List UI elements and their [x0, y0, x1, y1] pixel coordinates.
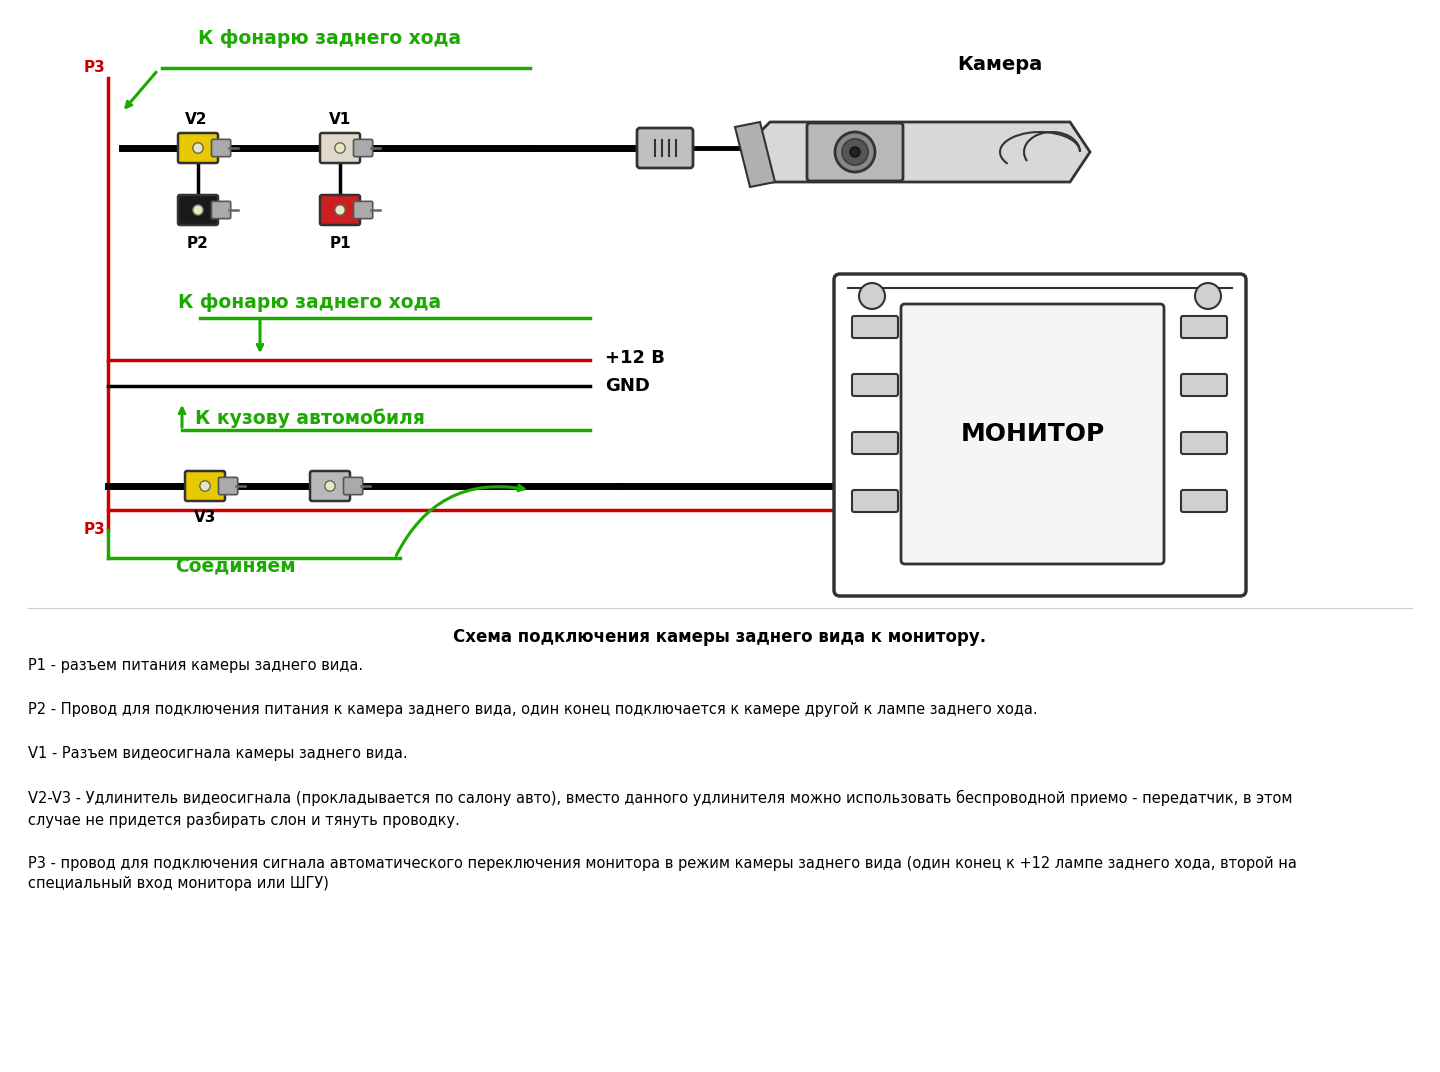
Circle shape	[325, 481, 336, 491]
Text: МОНИТОР: МОНИТОР	[960, 422, 1104, 446]
FancyBboxPatch shape	[1181, 316, 1227, 338]
FancyBboxPatch shape	[901, 304, 1164, 564]
Circle shape	[334, 143, 346, 153]
Circle shape	[200, 481, 210, 491]
Text: GND: GND	[605, 377, 649, 394]
Text: К фонарю заднего хода: К фонарю заднего хода	[199, 29, 462, 47]
FancyBboxPatch shape	[852, 374, 899, 396]
FancyBboxPatch shape	[310, 471, 350, 501]
FancyBboxPatch shape	[1181, 490, 1227, 512]
FancyBboxPatch shape	[353, 139, 373, 157]
Circle shape	[193, 205, 203, 215]
FancyBboxPatch shape	[852, 316, 899, 338]
Text: P1 - разъем питания камеры заднего вида.: P1 - разъем питания камеры заднего вида.	[27, 658, 363, 673]
Text: К фонарю заднего хода: К фонарю заднего хода	[179, 293, 442, 312]
Text: P1: P1	[330, 237, 351, 252]
FancyBboxPatch shape	[344, 477, 363, 494]
Text: Камера: Камера	[958, 56, 1043, 74]
Text: V1 - Разъем видеосигнала камеры заднего вида.: V1 - Разъем видеосигнала камеры заднего …	[27, 746, 408, 761]
Circle shape	[842, 139, 868, 165]
Text: P3: P3	[84, 522, 105, 537]
Text: К кузову автомобиля: К кузову автомобиля	[194, 408, 425, 428]
Text: V1: V1	[328, 113, 351, 128]
Text: P2 - Провод для подключения питания к камера заднего вида, один конец подключает: P2 - Провод для подключения питания к ка…	[27, 702, 1038, 717]
Text: V2: V2	[184, 113, 207, 128]
FancyBboxPatch shape	[353, 202, 373, 219]
Text: P2: P2	[187, 237, 209, 252]
Text: +12 В: +12 В	[605, 349, 665, 367]
FancyBboxPatch shape	[179, 133, 217, 163]
Circle shape	[860, 283, 886, 309]
FancyBboxPatch shape	[636, 128, 693, 168]
FancyBboxPatch shape	[806, 123, 903, 181]
Text: Схема подключения камеры заднего вида к монитору.: Схема подключения камеры заднего вида к …	[454, 628, 986, 646]
Polygon shape	[760, 122, 1090, 182]
Circle shape	[193, 143, 203, 153]
Circle shape	[850, 147, 860, 157]
FancyBboxPatch shape	[184, 471, 225, 501]
Circle shape	[1195, 283, 1221, 309]
Circle shape	[835, 132, 876, 172]
Text: V2-V3 - Удлинитель видеосигнала (прокладывается по салону авто), вместо данного : V2-V3 - Удлинитель видеосигнала (проклад…	[27, 790, 1293, 828]
FancyBboxPatch shape	[852, 432, 899, 455]
Polygon shape	[734, 122, 775, 187]
Text: Соединяем: Соединяем	[174, 556, 295, 576]
FancyBboxPatch shape	[179, 195, 217, 225]
FancyBboxPatch shape	[320, 195, 360, 225]
FancyBboxPatch shape	[212, 202, 230, 219]
FancyBboxPatch shape	[212, 139, 230, 157]
FancyBboxPatch shape	[219, 477, 238, 494]
FancyBboxPatch shape	[320, 133, 360, 163]
FancyBboxPatch shape	[1181, 374, 1227, 396]
Circle shape	[334, 205, 346, 215]
Text: V3: V3	[194, 510, 216, 525]
FancyBboxPatch shape	[834, 274, 1246, 596]
Text: P3: P3	[84, 60, 105, 75]
FancyBboxPatch shape	[1181, 432, 1227, 455]
FancyBboxPatch shape	[852, 490, 899, 512]
Text: P3 - провод для подключения сигнала автоматического переключения монитора в режи: P3 - провод для подключения сигнала авто…	[27, 857, 1297, 891]
